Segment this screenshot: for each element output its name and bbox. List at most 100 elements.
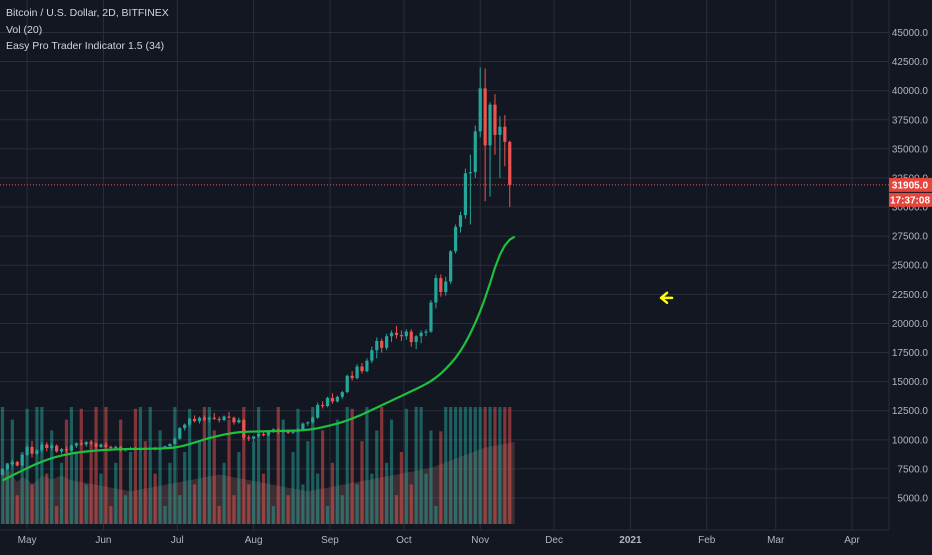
countdown-tag (889, 192, 932, 207)
candle-body (335, 396, 339, 402)
volume-bar (389, 419, 394, 524)
candle-body (306, 422, 310, 424)
price-tick-label: 30000.0 (892, 203, 929, 214)
candle-body (59, 449, 64, 452)
volume-bar (237, 452, 241, 524)
volume-bar (252, 441, 256, 524)
candle-body (404, 331, 408, 337)
price-tick-label: 12500.0 (892, 406, 929, 417)
time-tick-label: Apr (844, 535, 860, 546)
volume-bar (40, 407, 44, 524)
price-tick-label: 40000.0 (892, 86, 929, 97)
time-tick-label: Oct (396, 535, 412, 546)
candle-body (104, 444, 108, 447)
candle-body (394, 332, 399, 336)
candle-body (389, 332, 394, 337)
candle-body (325, 397, 330, 407)
candle-body (10, 461, 14, 465)
price-tick-label: 10000.0 (892, 435, 929, 446)
volume-bar (64, 419, 69, 524)
candle-body (355, 366, 359, 379)
volume-bar (360, 441, 364, 524)
volume-bar (109, 506, 113, 524)
volume-bar (183, 452, 187, 524)
last-price-tags: 31905.0 17:37:08 (0, 177, 932, 207)
volume-bar (301, 484, 305, 524)
candle-body (439, 278, 443, 293)
moving-average-line (1, 235, 516, 482)
candle-body (247, 437, 251, 439)
candle-body (498, 126, 502, 135)
volume-bar (296, 408, 300, 524)
candle-body (419, 332, 423, 337)
price-tick-label: 42500.0 (892, 57, 929, 68)
volume-bar (188, 408, 192, 524)
volume-bar (114, 462, 118, 524)
volume-bar (59, 462, 64, 524)
candle-body (25, 446, 29, 455)
volume-bar (207, 407, 211, 524)
legend-indicator[interactable]: Easy Pro Trader Indicator 1.5 (34) (6, 40, 164, 52)
volume-bar (380, 407, 384, 524)
price-axis[interactable] (889, 0, 932, 530)
volume-bar (463, 407, 468, 524)
last-price-value: 31905.0 (892, 180, 929, 191)
volume-bar (168, 462, 172, 524)
candle-body (227, 416, 231, 418)
candle-body (301, 423, 305, 430)
candle-body (212, 417, 216, 419)
candle-body (50, 445, 54, 448)
candle-body (20, 454, 24, 466)
price-tick-label: 7500.0 (897, 464, 928, 475)
candle-body (493, 104, 497, 135)
candle-body (252, 436, 256, 439)
candle-body (311, 417, 315, 423)
legend-volume[interactable]: Vol (20) (6, 24, 42, 36)
volume-bar (79, 408, 83, 524)
candle-body (55, 445, 59, 452)
legend-symbol[interactable]: Bitcoin / U.S. Dollar, 2D, BITFINEX (6, 7, 169, 19)
candle-body (188, 418, 192, 425)
time-tick-label: Feb (698, 535, 716, 546)
volume-bar (404, 408, 408, 524)
volume-bar (10, 419, 14, 524)
candle-body (69, 445, 74, 451)
candle-body (64, 449, 69, 451)
volume-bar (498, 407, 502, 524)
candle-body (340, 392, 344, 397)
signal-arrow-icon (659, 291, 674, 305)
candle-body (114, 446, 118, 448)
candle-body (503, 126, 507, 142)
volume-bar (138, 407, 142, 524)
volume-bar (340, 495, 344, 524)
volume-bar (429, 430, 433, 524)
annotations (659, 291, 674, 305)
candle-body (370, 350, 374, 361)
volume-bar (409, 484, 413, 524)
volume-bar (434, 506, 438, 524)
candle-body (463, 173, 468, 216)
time-tick-label: Jul (171, 535, 184, 546)
candle-body (508, 141, 512, 185)
volume-bar (439, 431, 443, 524)
volume-bar (321, 430, 325, 524)
time-tick-label: Dec (545, 535, 563, 546)
time-axis[interactable] (0, 530, 932, 550)
candle-body (5, 464, 9, 469)
time-tick-label: Aug (245, 535, 263, 546)
volume-bar (217, 506, 221, 524)
volume-bar (414, 407, 418, 524)
volume-bar (74, 452, 78, 524)
volume-bar (503, 407, 507, 524)
candle-body (45, 444, 49, 448)
volume-bar (158, 430, 162, 524)
time-tick-label: Nov (471, 535, 489, 546)
volume-bar (222, 462, 226, 524)
volume-bar (119, 419, 123, 524)
volume-bar (419, 407, 423, 524)
volume-bar (311, 407, 315, 524)
candle-body (79, 443, 83, 445)
candle-body (453, 226, 458, 252)
